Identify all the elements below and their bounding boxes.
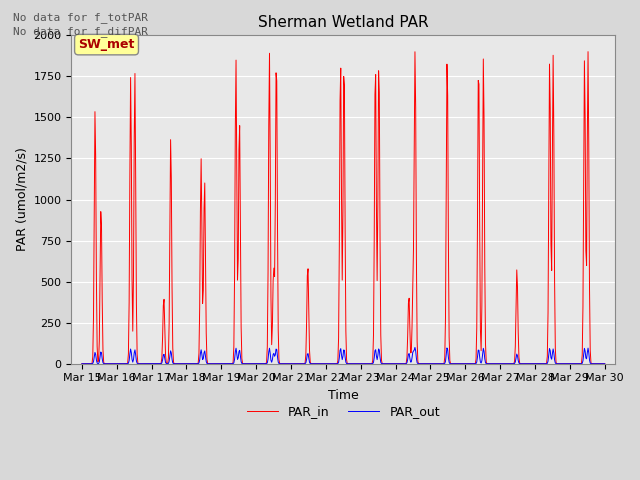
X-axis label: Time: Time xyxy=(328,389,358,402)
Text: SW_met: SW_met xyxy=(78,38,135,51)
PAR_in xyxy=(584,49,592,55)
PAR_in xyxy=(222,361,230,367)
Title: Sherman Wetland PAR: Sherman Wetland PAR xyxy=(258,15,429,30)
Line: PAR_in: PAR_in xyxy=(82,52,605,364)
PAR_out xyxy=(195,361,202,367)
PAR_in xyxy=(195,360,202,366)
PAR_out xyxy=(601,361,609,367)
PAR_out xyxy=(423,361,431,367)
Text: No data for f_difPAR: No data for f_difPAR xyxy=(13,26,148,37)
Text: No data for f_totPAR: No data for f_totPAR xyxy=(13,12,148,23)
PAR_in xyxy=(78,361,86,367)
PAR_in xyxy=(407,350,415,356)
PAR_out xyxy=(222,361,230,367)
PAR_in xyxy=(141,361,149,367)
PAR_out xyxy=(411,345,419,350)
Line: PAR_out: PAR_out xyxy=(82,348,605,364)
PAR_out xyxy=(78,361,86,367)
PAR_in xyxy=(422,361,429,367)
Legend: PAR_in, PAR_out: PAR_in, PAR_out xyxy=(241,400,445,423)
Y-axis label: PAR (umol/m2/s): PAR (umol/m2/s) xyxy=(15,147,28,252)
PAR_out xyxy=(88,361,95,367)
PAR_out xyxy=(407,359,415,365)
PAR_in xyxy=(601,361,609,367)
PAR_in xyxy=(88,361,95,367)
PAR_out xyxy=(141,361,149,367)
